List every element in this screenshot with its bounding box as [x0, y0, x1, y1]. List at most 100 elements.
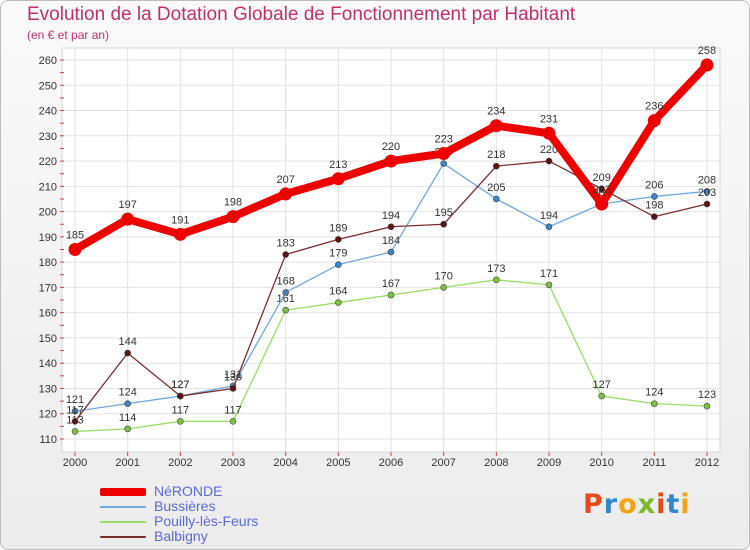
data-label: 189 [329, 222, 347, 234]
legend-swatch-neronde [100, 487, 146, 496]
series-point [282, 306, 289, 314]
series-point [493, 195, 500, 203]
chart-title: Evolution de la Dotation Globale de Fonc… [27, 4, 576, 25]
x-tick-label: 2003 [221, 457, 245, 469]
series-point [124, 349, 131, 357]
data-label: 208 [698, 174, 716, 186]
proxiti-logo: Proxiti [583, 489, 691, 520]
series-point [71, 407, 79, 415]
x-tick-label: 2004 [273, 457, 297, 469]
data-label: 207 [276, 174, 294, 186]
series-point [703, 402, 711, 410]
y-tick-label: 250 [39, 80, 57, 92]
data-label: 223 [434, 133, 452, 145]
data-label: 195 [434, 207, 452, 219]
series-point [595, 197, 609, 211]
series-point [68, 243, 82, 256]
data-label: 198 [645, 200, 663, 212]
data-label: 220 [382, 141, 400, 153]
data-label: 130 [224, 371, 242, 383]
series-point [545, 157, 553, 165]
y-tick-label: 150 [39, 333, 57, 345]
series-point [440, 160, 447, 167]
data-label: 203 [592, 184, 610, 196]
series-point [335, 236, 342, 243]
y-tick-label: 110 [39, 434, 57, 446]
series-point [121, 212, 135, 226]
legend-swatch-balbigny [100, 535, 146, 538]
logo-letter: P [583, 489, 604, 520]
x-tick-label: 2005 [326, 457, 350, 469]
x-tick-label: 2001 [115, 457, 139, 469]
series-point [651, 213, 658, 220]
data-label: 234 [487, 106, 505, 118]
series-point [703, 188, 711, 195]
x-tick-label: 2002 [168, 457, 192, 469]
data-label: 114 [119, 412, 137, 424]
y-tick-label: 210 [39, 181, 57, 193]
data-label: 173 [487, 263, 505, 275]
x-tick-label: 2006 [379, 457, 403, 469]
series-point [440, 220, 447, 228]
series-point [71, 418, 79, 425]
data-label: 198 [224, 197, 242, 209]
series-point [279, 187, 293, 201]
chart-subtitle: (en € et par an) [27, 28, 110, 42]
series-point [177, 418, 184, 425]
data-label: 121 [66, 394, 84, 406]
x-tick-label: 2011 [643, 457, 667, 469]
y-tick-label: 170 [39, 282, 57, 294]
series-point [493, 162, 500, 170]
logo-letter: x [637, 489, 657, 520]
data-label: 183 [276, 238, 294, 250]
data-label: 185 [66, 230, 84, 242]
series-point [440, 284, 447, 291]
data-label: 164 [329, 286, 347, 298]
legend-label-balbigny: Balbigny [154, 528, 208, 544]
y-tick-label: 140 [39, 358, 57, 370]
y-tick-label: 120 [39, 409, 57, 421]
series-point [229, 385, 237, 392]
series-point [226, 210, 240, 224]
logo-letter: o [618, 489, 638, 520]
x-tick-label: 2009 [537, 457, 561, 469]
y-tick-label: 240 [39, 106, 57, 118]
series-point [651, 193, 658, 200]
y-tick-label: 130 [39, 383, 57, 395]
legend-swatch-pouilly [100, 520, 146, 523]
series-point [124, 425, 131, 433]
data-label: 218 [487, 149, 505, 161]
y-tick-label: 180 [39, 257, 57, 269]
data-label: 236 [645, 101, 663, 113]
y-tick-label: 260 [39, 55, 57, 67]
legend-item-bussieres: Bussières [100, 499, 258, 514]
series-point [700, 58, 714, 72]
series-point [542, 126, 556, 140]
y-tick-label: 200 [39, 207, 57, 219]
legend-label-pouilly: Pouilly-lès-Feurs [154, 513, 259, 529]
legend-swatch-bussieres [100, 505, 146, 508]
series-point [703, 200, 711, 208]
data-label: 170 [434, 270, 452, 282]
series-point [387, 248, 395, 256]
data-label: 117 [172, 404, 190, 416]
data-label: 197 [118, 199, 136, 211]
data-label: 179 [329, 248, 347, 260]
series-point [387, 223, 395, 231]
data-label: 127 [171, 379, 189, 391]
series-point [384, 154, 398, 168]
y-tick-label: 220 [39, 156, 57, 168]
data-label: 117 [224, 404, 242, 416]
series-point [647, 114, 661, 128]
data-label: 231 [540, 113, 558, 125]
series-point [282, 289, 289, 296]
data-label: 127 [171, 379, 189, 391]
series-point [437, 146, 451, 160]
data-label: 203 [698, 187, 716, 199]
data-label: 213 [329, 159, 347, 171]
series-point [124, 400, 131, 407]
series-point [545, 223, 553, 231]
x-tick-label: 2007 [431, 457, 455, 469]
x-tick-label: 2010 [589, 457, 613, 469]
data-label: 194 [382, 210, 400, 222]
